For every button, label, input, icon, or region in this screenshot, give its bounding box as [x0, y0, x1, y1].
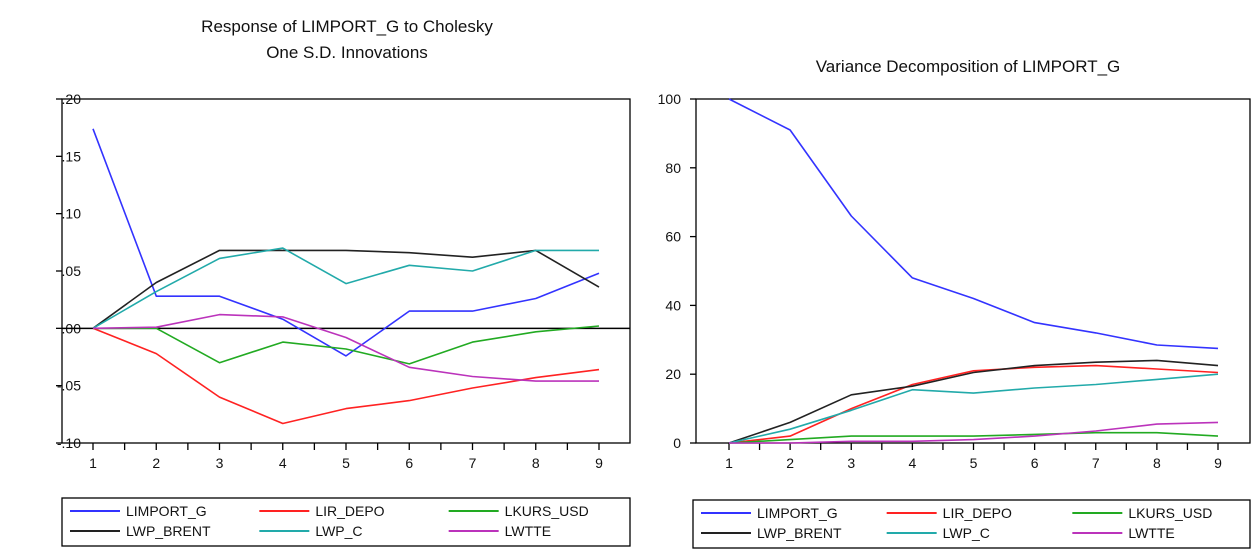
- right-x-tick-label: 1: [725, 455, 733, 471]
- left-legend-label: LKURS_USD: [505, 503, 589, 519]
- left-x-tick-label: 6: [405, 455, 413, 471]
- left-series-line-lwtte: [92, 313, 599, 382]
- left-x-tick-label: 4: [279, 455, 287, 471]
- left-legend-label: LWP_BRENT: [126, 523, 211, 539]
- right-y-tick-label: 80: [665, 160, 681, 176]
- right-x-tick-label: 4: [908, 455, 916, 471]
- right-plot-area: 100 80 60 40 20 0 1 2 3 4 5 6 7 8 9: [658, 91, 1251, 471]
- left-series-line-lwp-c: [92, 247, 599, 329]
- right-series-line-lwp-c: [728, 373, 1219, 444]
- left-legend-label: LWTTE: [505, 523, 551, 539]
- left-x-tick-label: 2: [152, 455, 160, 471]
- right-y-tick-label: 40: [665, 297, 681, 313]
- right-legend-label: LWP_BRENT: [757, 525, 842, 541]
- left-y-tick-label: -.05: [57, 378, 81, 394]
- right-series-line-lkurs-usd: [728, 431, 1219, 444]
- right-x-tick-label: 3: [847, 455, 855, 471]
- right-plot-frame: [695, 98, 1251, 444]
- left-y-tick-label: .15: [62, 148, 82, 164]
- right-y-tick-label: 0: [673, 435, 681, 451]
- left-series-line-limport-g: [92, 128, 600, 357]
- right-legend-label: LIR_DEPO: [943, 505, 1012, 521]
- right-series-line-lwtte: [729, 421, 1219, 444]
- right-x-tick-label: 6: [1031, 455, 1039, 471]
- left-y-tick-label: .20: [62, 91, 82, 107]
- left-legend-label: LIR_DEPO: [315, 503, 384, 519]
- left-chart-title: Response of LIMPORT_G to Cholesky: [201, 17, 493, 36]
- right-x-tick-label: 8: [1153, 455, 1161, 471]
- left-chart-subtitle: One S.D. Innovations: [266, 43, 428, 62]
- left-x-tick-label: 9: [595, 455, 603, 471]
- left-x-tick-label: 8: [532, 455, 540, 471]
- left-plot-area: .20.15.10.05.00-.05-.101 2 3 4 5 6 7 8 9: [56, 91, 631, 471]
- right-x-tick-label: 7: [1092, 455, 1100, 471]
- left-series-line-lir-depo: [92, 327, 600, 425]
- right-legend: LIMPORT_G LIR_DEPO LKURS_USD LWP_BRENT LWP_C…: [692, 499, 1251, 549]
- right-series-line-limport-g: [728, 98, 1219, 350]
- right-legend-label: LWP_C: [943, 525, 990, 541]
- left-y-tick-label: -.10: [57, 435, 81, 451]
- left-x-tick-label: 7: [469, 455, 477, 471]
- right-legend-box: [692, 499, 1251, 549]
- right-y-tick-label: 20: [665, 366, 681, 382]
- left-x-tick-label: 5: [342, 455, 350, 471]
- left-legend-label: LIMPORT_G: [126, 503, 207, 519]
- right-legend-label: LIMPORT_G: [757, 505, 838, 521]
- right-y-tick-label: 100: [658, 91, 682, 107]
- left-x-tick-label: 3: [216, 455, 224, 471]
- right-y-tick-label: 60: [665, 229, 681, 245]
- right-x-tick-label: 2: [786, 455, 794, 471]
- right-legend-label: LKURS_USD: [1128, 505, 1212, 521]
- right-series-line-lwp-brent: [728, 359, 1219, 444]
- left-legend-box: [61, 497, 631, 547]
- left-y-tick-label: .10: [62, 206, 82, 222]
- right-chart-title: Variance Decomposition of LIMPORT_G: [816, 57, 1121, 76]
- left-legend: LIMPORT_G LIR_DEPO LKURS_USD LWP_BRENT LWP_C…: [61, 497, 631, 547]
- right-legend-label: LWTTE: [1128, 525, 1174, 541]
- right-series-line-lir-depo: [728, 364, 1219, 444]
- right-x-tick-label: 5: [970, 455, 978, 471]
- left-legend-label: LWP_C: [315, 523, 362, 539]
- right-x-tick-label: 9: [1214, 455, 1222, 471]
- left-series-line-lwp-brent: [92, 249, 600, 329]
- left-y-tick-label: .05: [62, 263, 82, 279]
- left-x-tick-label: 1: [89, 455, 97, 471]
- left-series-line-lkurs-usd: [93, 325, 600, 365]
